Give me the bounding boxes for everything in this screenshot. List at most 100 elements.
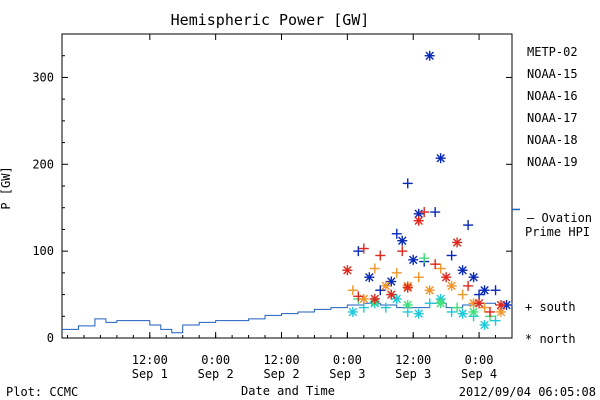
x-tick-label-date: Sep 2: [263, 367, 299, 381]
x-tick-label-date: Sep 3: [329, 367, 365, 381]
point-stroke: [469, 272, 478, 282]
data-point-north: [468, 272, 479, 283]
data-point-north: [391, 293, 402, 304]
legend-ovation-line2: Prime HPI: [525, 225, 590, 239]
data-point-north: [424, 285, 435, 296]
legend-entry: NOAA-17: [527, 111, 578, 125]
data-point-north: [479, 319, 490, 330]
data-point-north: [347, 306, 358, 317]
data-point-south: [435, 263, 446, 274]
point-stroke: [441, 272, 451, 282]
data-point-south: [419, 207, 430, 218]
point-stroke: [458, 266, 467, 275]
x-tick-label-date: Sep 2: [198, 367, 234, 381]
x-tick-label: 0:00: [333, 353, 362, 367]
point-stroke: [480, 285, 489, 295]
point-stroke: [348, 307, 358, 317]
data-point-north: [479, 285, 490, 296]
data-point-south: [369, 263, 380, 274]
point-stroke: [414, 309, 423, 318]
legend-entry: NOAA-16: [527, 89, 578, 103]
legend-entry: NOAA-18: [527, 133, 578, 147]
data-point-north: [468, 306, 479, 317]
data-point-south: [347, 285, 358, 296]
data-point-north: [413, 308, 424, 319]
point-stroke: [403, 300, 412, 310]
legend-entry: NOAA-15: [527, 67, 578, 81]
data-point-south: [446, 250, 457, 261]
point-stroke: [496, 300, 506, 310]
legend-entry: METP-02: [527, 45, 578, 59]
point-stroke: [408, 255, 418, 265]
data-point-south: [424, 298, 435, 309]
legend-south: + south: [525, 300, 576, 314]
data-point-south: [353, 291, 364, 302]
point-stroke: [469, 307, 478, 317]
point-stroke: [425, 51, 434, 60]
point-stroke: [480, 320, 489, 330]
point-stroke: [359, 294, 369, 304]
legend-north: * north: [525, 332, 576, 346]
data-point-south: [380, 302, 391, 313]
point-stroke: [387, 290, 396, 299]
chart-title: Hemispheric Power [GW]: [171, 11, 370, 29]
point-stroke: [370, 294, 380, 304]
data-point-south: [358, 302, 369, 313]
data-point-north: [386, 276, 397, 287]
data-point-south: [391, 228, 402, 239]
data-point-south: [413, 272, 424, 283]
data-point-north: [364, 272, 375, 283]
x-tick-label: 0:00: [465, 353, 494, 367]
x-tick-label: 12:00: [395, 353, 431, 367]
data-point-north: [408, 254, 419, 265]
point-stroke: [474, 299, 484, 308]
point-stroke: [387, 277, 396, 286]
y-tick-label: 0: [47, 331, 54, 345]
data-point-south: [490, 285, 501, 296]
data-point-north: [380, 280, 391, 291]
point-stroke: [452, 238, 462, 247]
data-point-south: [452, 302, 463, 313]
footer-timestamp: 2012/09/04 06:05:08: [459, 385, 596, 399]
data-point-north: [402, 282, 413, 293]
data-point-south: [391, 267, 402, 278]
plot-frame: [61, 33, 513, 339]
point-stroke: [392, 294, 402, 304]
data-point-south: [430, 259, 441, 270]
legend-entry: NOAA-19: [527, 155, 578, 169]
data-point-north: [496, 299, 507, 310]
data-point-north: [452, 237, 463, 248]
data-point-south: [485, 306, 496, 317]
data-point-south: [474, 289, 485, 300]
point-stroke: [425, 285, 434, 295]
point-stroke: [343, 266, 352, 275]
legend-ovation-line1: – Ovation: [527, 211, 592, 225]
data-point-north: [342, 265, 353, 276]
data-point-south: [457, 289, 468, 300]
data-point-south: [353, 246, 364, 257]
point-stroke: [381, 281, 391, 291]
point-stroke: [414, 216, 423, 225]
x-tick-label: 12:00: [132, 353, 168, 367]
data-point-south: [463, 220, 474, 231]
y-tick-label: 200: [32, 157, 54, 171]
data-point-north: [397, 235, 408, 246]
data-point-north: [402, 299, 413, 310]
point-stroke: [414, 209, 423, 219]
data-point-south: [375, 250, 386, 261]
x-tick-label-date: Sep 4: [461, 367, 497, 381]
x-tick-label: 12:00: [263, 353, 299, 367]
point-stroke: [436, 153, 445, 163]
data-point-south: [375, 285, 386, 296]
point-stroke: [447, 281, 456, 291]
data-point-north: [441, 272, 452, 283]
x-tick-label-date: Sep 3: [395, 367, 431, 381]
data-point-north: [369, 293, 380, 304]
data-point-north: [413, 215, 424, 226]
point-stroke: [403, 283, 412, 292]
data-point-south: [419, 253, 430, 264]
data-point-north: [474, 298, 485, 309]
data-point-south: [397, 246, 408, 257]
